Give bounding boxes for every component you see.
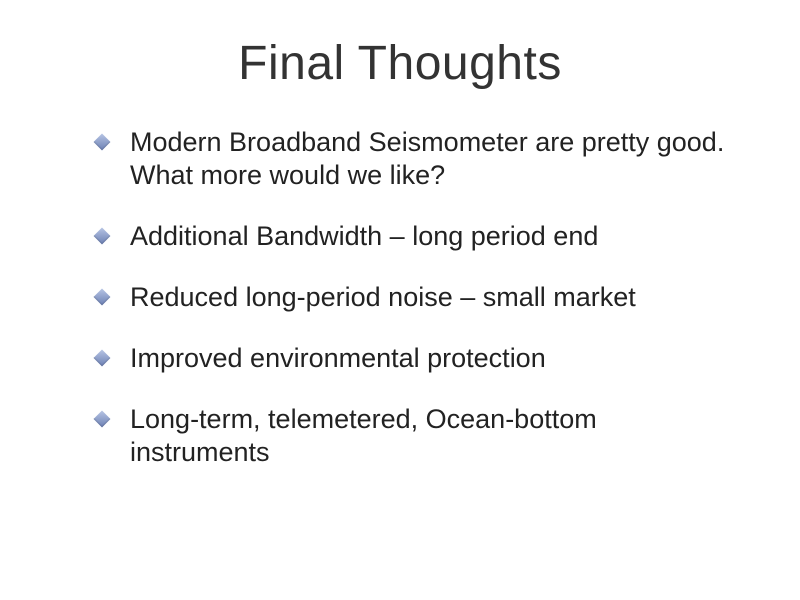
- list-item: Improved environmental protection: [96, 342, 740, 375]
- diamond-bullet-icon: [94, 410, 111, 427]
- list-item: Additional Bandwidth – long period end: [96, 220, 740, 253]
- slide: Final Thoughts Modern Broadband Seismome…: [0, 0, 800, 600]
- diamond-bullet-icon: [94, 288, 111, 305]
- list-item: Modern Broadband Seismometer are pretty …: [96, 126, 740, 192]
- slide-title: Final Thoughts: [0, 36, 800, 91]
- list-item-text: Long-term, telemetered, Ocean-bottom ins…: [130, 403, 740, 469]
- list-item-text: Improved environmental protection: [130, 342, 546, 375]
- diamond-bullet-icon: [94, 349, 111, 366]
- list-item: Long-term, telemetered, Ocean-bottom ins…: [96, 403, 740, 469]
- list-item: Reduced long-period noise – small market: [96, 281, 740, 314]
- list-item-text: Modern Broadband Seismometer are pretty …: [130, 126, 740, 192]
- diamond-bullet-icon: [94, 134, 111, 151]
- list-item-text: Additional Bandwidth – long period end: [130, 220, 598, 253]
- bullet-list: Modern Broadband Seismometer are pretty …: [96, 126, 740, 497]
- list-item-text: Reduced long-period noise – small market: [130, 281, 636, 314]
- diamond-bullet-icon: [94, 227, 111, 244]
